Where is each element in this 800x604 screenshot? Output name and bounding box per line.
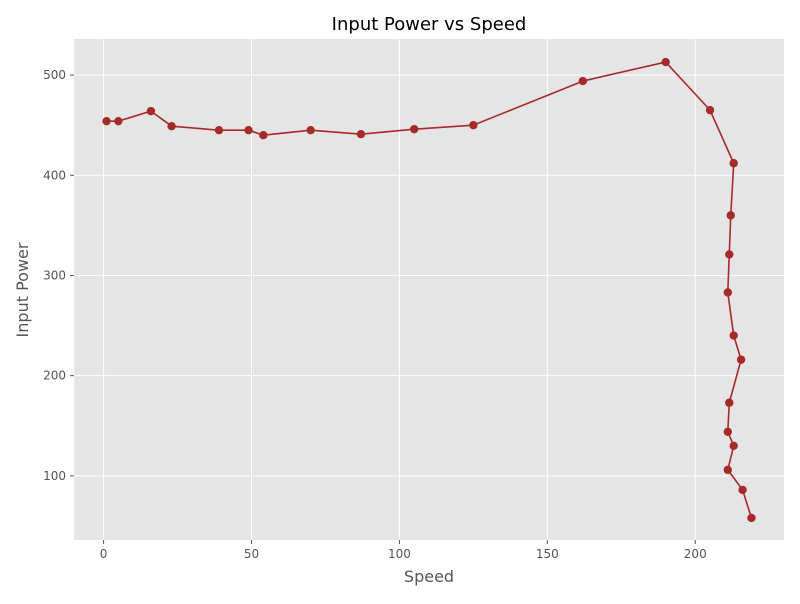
data-point <box>729 441 738 451</box>
x-tick-label: 100 <box>388 547 411 561</box>
y-axis-label: Input Power <box>13 242 32 337</box>
plot-area <box>74 39 784 540</box>
series-line <box>106 61 753 519</box>
data-point <box>729 159 738 168</box>
chart-title: Input Power vs Speed <box>332 14 527 35</box>
series-layer <box>102 57 756 523</box>
data-point <box>725 250 734 259</box>
data-point <box>244 125 253 135</box>
data-point <box>578 76 588 86</box>
data-point <box>214 125 224 135</box>
y-tick-label: 200 <box>43 369 66 383</box>
data-point <box>738 485 747 495</box>
grid-lines <box>74 39 784 540</box>
y-tick-label: 100 <box>43 469 66 483</box>
x-tick-label: 0 <box>100 547 108 561</box>
data-point <box>146 106 156 116</box>
x-axis-label: Speed <box>404 567 454 586</box>
data-point <box>661 57 670 67</box>
axis-ticks: 0 50 100 150 200 100 200 300 400 500 <box>43 68 707 561</box>
data-point <box>705 105 715 115</box>
data-point <box>114 116 123 126</box>
x-tick-label: 200 <box>684 547 707 561</box>
data-point <box>736 355 746 364</box>
x-tick-label: 50 <box>244 547 259 561</box>
y-tick-label: 400 <box>43 168 66 182</box>
data-point <box>723 465 732 475</box>
data-point <box>726 211 735 220</box>
y-tick-label: 300 <box>43 268 66 282</box>
data-point <box>723 427 732 436</box>
data-point <box>729 331 738 340</box>
data-point <box>167 121 176 131</box>
data-point <box>747 513 756 523</box>
x-tick-label: 150 <box>536 547 559 561</box>
data-point <box>725 398 734 407</box>
data-point <box>259 130 268 140</box>
data-point <box>410 124 419 134</box>
y-tick-label: 500 <box>43 68 66 82</box>
data-point <box>469 120 478 130</box>
data-point <box>102 116 111 126</box>
data-point <box>356 129 366 139</box>
data-point <box>306 125 315 135</box>
data-point <box>723 288 732 297</box>
